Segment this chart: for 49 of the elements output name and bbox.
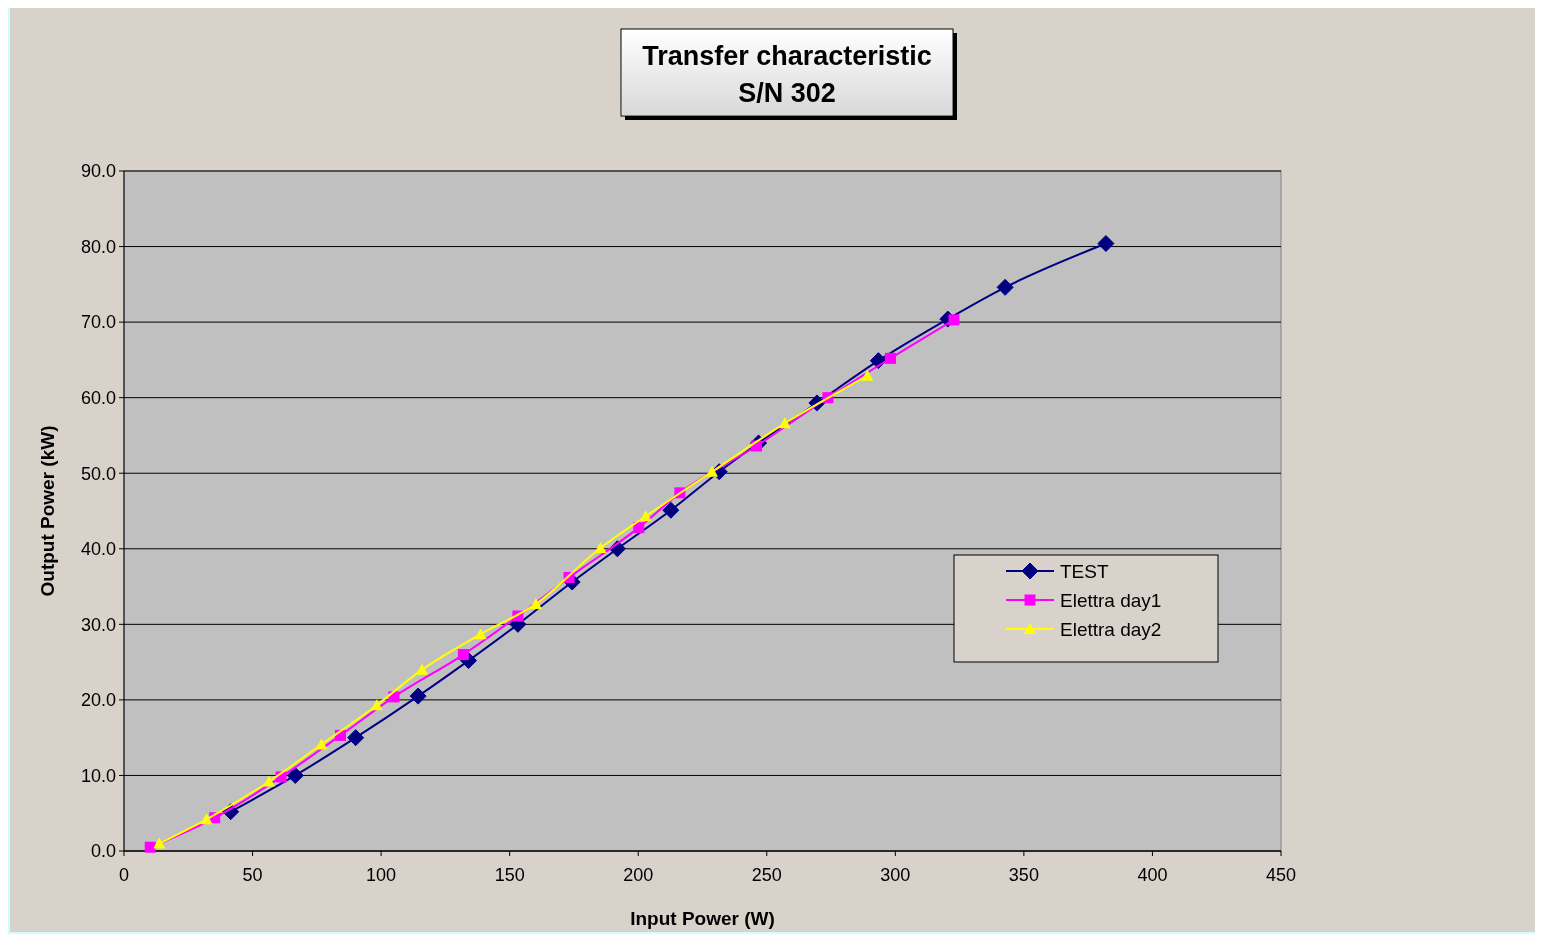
- x-axis-title: Input Power (W): [630, 908, 775, 929]
- point: [633, 522, 645, 534]
- point: [706, 465, 719, 477]
- x-tick-label: 100: [366, 865, 397, 885]
- point: [662, 501, 680, 519]
- point: [884, 352, 896, 364]
- y-tick-label: 20.0: [80, 690, 116, 711]
- point: [529, 597, 542, 609]
- point: [370, 699, 383, 711]
- y-tick-label: 40.0: [80, 539, 116, 560]
- point: [639, 510, 652, 522]
- x-tick-label: 0: [118, 865, 130, 885]
- point: [996, 278, 1014, 296]
- x-tick-label: 400: [1137, 865, 1168, 885]
- legend-label: TEST: [1060, 560, 1109, 582]
- x-tick-label: 350: [1008, 865, 1039, 885]
- y-tick-label: 30.0: [80, 614, 116, 635]
- y-tick-label: 0.0: [90, 841, 116, 862]
- point: [948, 314, 960, 326]
- point: [474, 628, 487, 640]
- y-tick-label: 70.0: [80, 312, 116, 333]
- y-tick-label: 60.0: [80, 387, 116, 408]
- x-tick-label: 250: [751, 865, 782, 885]
- point: [263, 775, 276, 787]
- point: [1097, 235, 1115, 253]
- x-tick-label: 200: [623, 865, 654, 885]
- point: [153, 837, 166, 849]
- x-tick-label: 300: [880, 865, 911, 885]
- point: [415, 663, 428, 675]
- chart-title: Transfer characteristic S/N 302: [642, 41, 932, 108]
- x-tick-label: 150: [494, 865, 525, 885]
- y-tick-label: 10.0: [80, 765, 116, 786]
- point: [315, 738, 328, 750]
- legend-label: Elettra day1: [1060, 589, 1162, 611]
- point: [861, 369, 874, 381]
- point: [409, 687, 427, 705]
- x-tick-label: 50: [242, 865, 263, 885]
- y-tick-label: 80.0: [80, 236, 116, 257]
- point: [200, 813, 213, 825]
- y-tick-label: 50.0: [80, 463, 116, 484]
- point: [778, 417, 791, 429]
- legend-label: Elettra day2: [1060, 618, 1162, 640]
- point: [347, 729, 365, 747]
- point: [144, 841, 156, 853]
- y-axis-title: Output Power (kW): [37, 425, 58, 597]
- point: [286, 766, 304, 784]
- point: [594, 542, 607, 554]
- x-tick-label: 450: [1265, 865, 1297, 885]
- y-tick-label: 90.0: [80, 161, 116, 182]
